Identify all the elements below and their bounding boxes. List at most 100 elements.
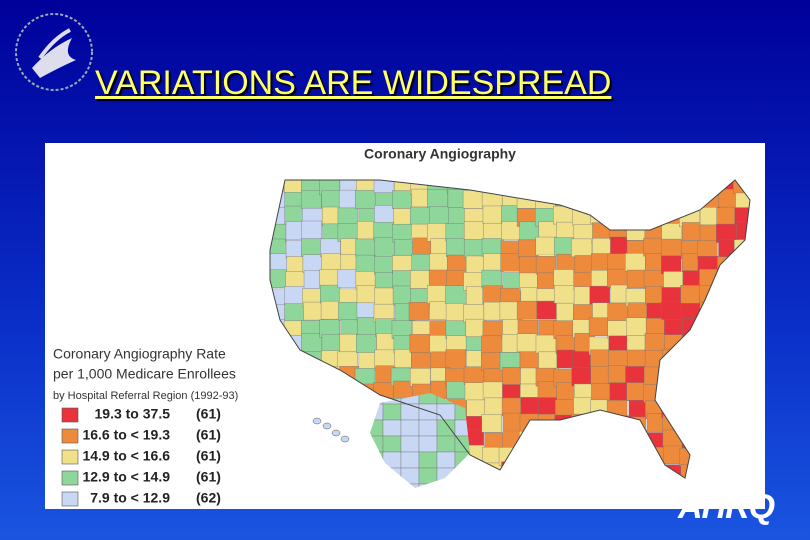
region	[400, 419, 420, 437]
region	[321, 253, 342, 272]
region	[418, 451, 438, 469]
region	[660, 238, 682, 258]
region	[482, 285, 503, 304]
region	[382, 403, 402, 421]
region	[589, 285, 610, 305]
region	[481, 352, 502, 371]
region	[607, 268, 628, 288]
region	[445, 285, 466, 304]
region	[643, 270, 665, 289]
region	[321, 190, 342, 209]
hawaii-island	[331, 429, 341, 437]
region	[446, 238, 467, 257]
legend-range: 12.9 to < 14.9	[82, 469, 170, 485]
region	[321, 334, 343, 353]
region	[427, 285, 448, 304]
region	[301, 190, 322, 209]
region	[436, 435, 456, 453]
region	[502, 367, 523, 386]
region	[436, 403, 456, 421]
region	[644, 333, 666, 352]
region	[554, 285, 575, 304]
legend-range: 14.9 to < 16.6	[82, 448, 170, 464]
region	[392, 190, 413, 209]
legend-count: (61)	[196, 469, 221, 485]
legend-swatch	[61, 491, 79, 507]
region	[400, 435, 420, 453]
hawaii-island	[340, 435, 350, 443]
region	[418, 435, 438, 453]
region	[462, 190, 484, 209]
region	[571, 238, 592, 258]
legend-swatch	[61, 428, 79, 444]
region	[535, 236, 557, 256]
region	[464, 382, 486, 401]
region	[445, 349, 467, 368]
region	[538, 351, 559, 371]
legend-swatch	[61, 407, 79, 423]
legend-subtitle: by Hospital Referral Region (1992-93)	[53, 390, 238, 402]
region	[301, 333, 322, 352]
hawaii-island	[322, 422, 332, 430]
region	[320, 284, 341, 304]
region	[518, 239, 539, 259]
region	[320, 300, 342, 320]
region	[409, 334, 431, 353]
region	[482, 381, 504, 401]
region	[400, 403, 420, 421]
region	[338, 302, 359, 321]
region	[356, 285, 378, 304]
region	[661, 255, 682, 275]
region	[374, 287, 395, 307]
region	[409, 368, 431, 387]
region	[481, 414, 502, 433]
region	[410, 206, 431, 226]
legend-range: 19.3 to 37.5	[95, 406, 171, 422]
region	[716, 223, 737, 243]
region	[590, 365, 611, 385]
region	[355, 238, 376, 258]
region	[520, 397, 542, 416]
region	[553, 269, 574, 288]
region	[697, 240, 718, 259]
region	[374, 349, 395, 369]
region	[626, 317, 647, 336]
region	[590, 349, 611, 369]
hhs-seal	[15, 13, 93, 91]
region	[337, 269, 359, 288]
region	[284, 286, 305, 305]
region	[284, 303, 305, 322]
region	[516, 333, 538, 352]
region	[445, 303, 467, 322]
region	[681, 222, 703, 241]
region	[374, 237, 395, 256]
region	[374, 205, 395, 224]
legend-swatch	[61, 449, 79, 465]
hawaii-island	[312, 417, 322, 425]
region	[463, 221, 485, 240]
region	[535, 334, 557, 354]
region	[483, 253, 504, 272]
region	[519, 351, 541, 370]
legend-count: (61)	[196, 448, 221, 464]
region	[588, 317, 610, 336]
legend-count: (62)	[196, 490, 221, 506]
region	[408, 302, 430, 321]
region	[446, 381, 467, 400]
region	[436, 451, 456, 469]
region	[625, 366, 646, 385]
region	[680, 285, 701, 304]
region	[303, 301, 324, 321]
region	[418, 403, 438, 421]
slide-title: VARIATIONS ARE WIDESPREAD	[95, 64, 612, 102]
region	[382, 419, 402, 437]
region	[356, 334, 377, 353]
map-title: Coronary Angiography	[364, 146, 516, 162]
region	[382, 435, 402, 453]
region	[661, 223, 682, 242]
legend-swatch	[61, 470, 79, 486]
region	[418, 419, 438, 437]
region	[374, 256, 395, 275]
region	[400, 451, 420, 469]
region	[481, 269, 503, 289]
